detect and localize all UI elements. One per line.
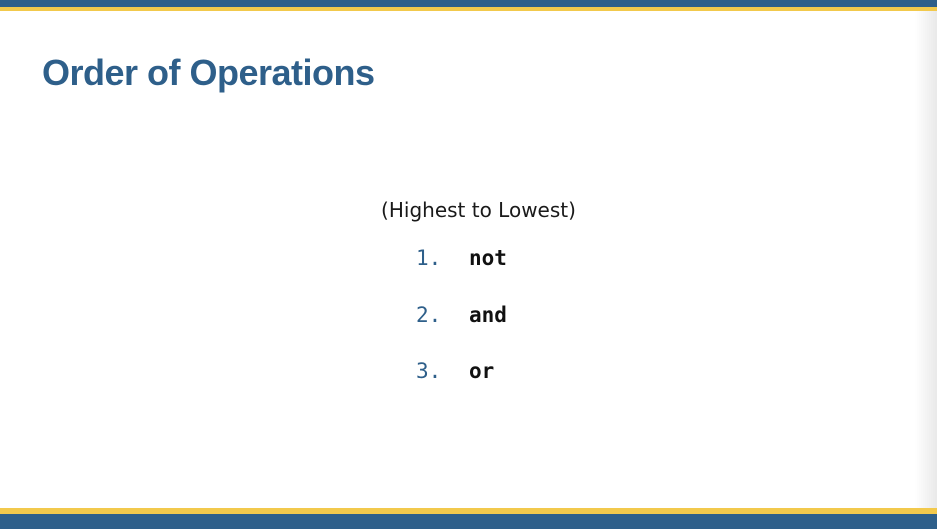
list-item-keyword: or (469, 359, 495, 383)
list-item-number: 3. (416, 359, 442, 383)
list-item: 2. and (416, 303, 507, 360)
slide-subtitle: (Highest to Lowest) (381, 198, 576, 222)
list-item-keyword: and (469, 302, 507, 327)
top-yellow-stripe (0, 7, 937, 11)
top-blue-stripe (0, 0, 937, 7)
list-item-number: 1. (416, 246, 442, 270)
bottom-blue-stripe (0, 514, 937, 529)
slide-title: Order of Operations (42, 52, 375, 93)
list-item-number: 2. (416, 302, 442, 327)
right-edge-shadow (915, 11, 937, 508)
list-item-keyword: not (469, 246, 507, 270)
operations-list: 1. not 2. and 3. or (416, 246, 507, 416)
bottom-yellow-stripe (0, 508, 937, 514)
list-item: 1. not (416, 246, 507, 303)
list-item: 3. or (416, 359, 507, 416)
